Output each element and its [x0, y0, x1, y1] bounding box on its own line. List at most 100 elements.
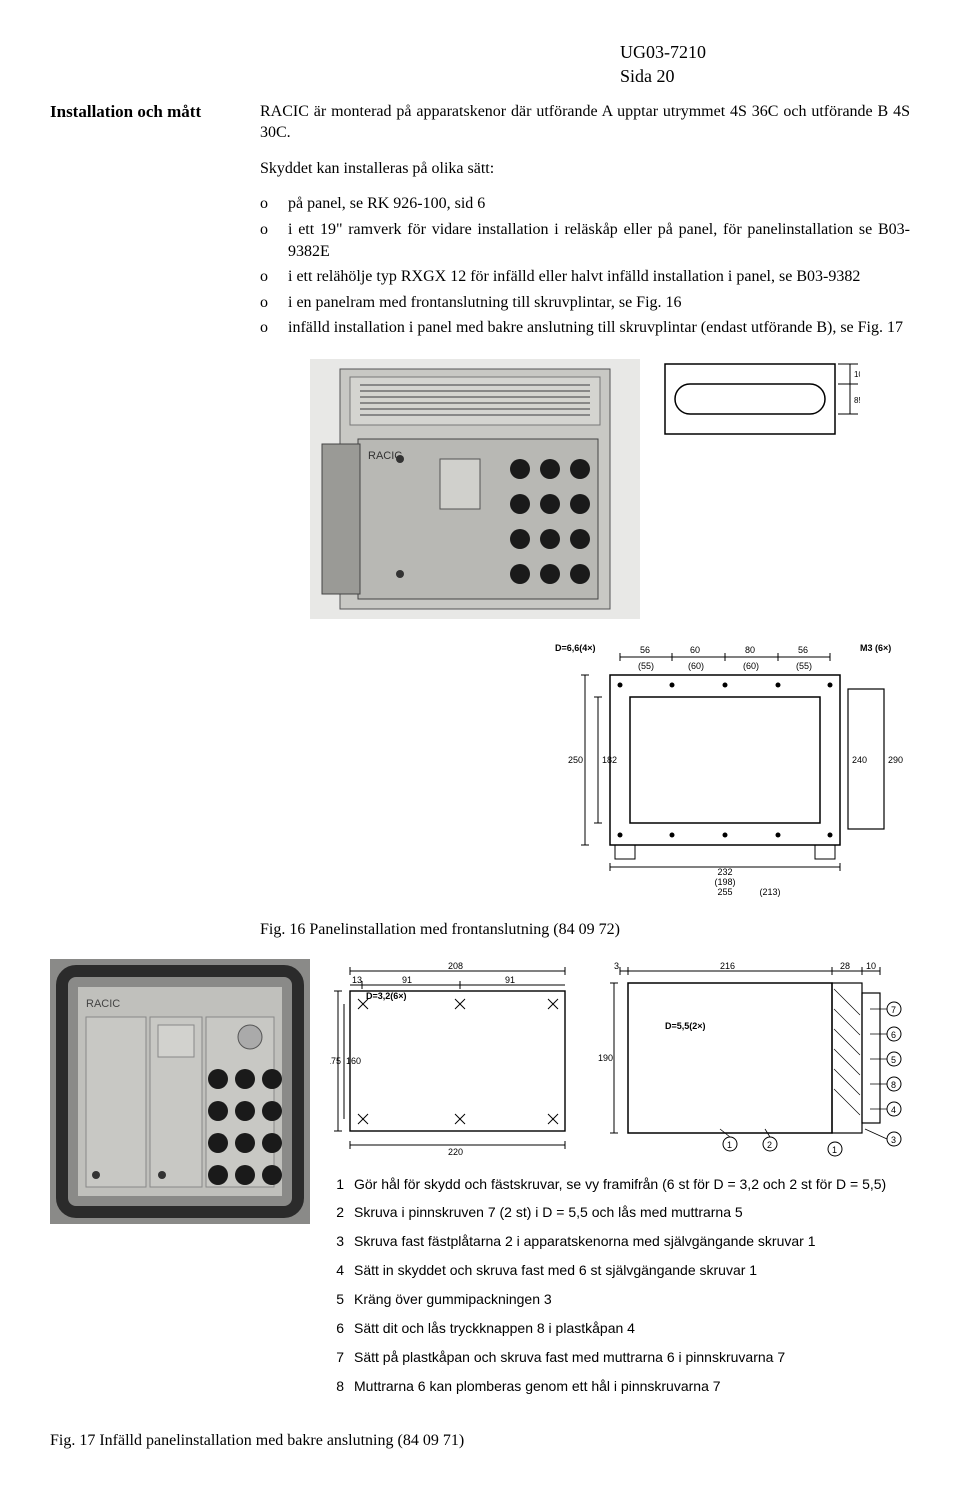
svg-text:56: 56	[640, 645, 650, 655]
step-text: Sätt dit och lås tryckknappen 8 i plastk…	[354, 1319, 910, 1338]
svg-text:D=5,5(2×): D=5,5(2×)	[665, 1021, 706, 1031]
list-item-text: på panel, se RK 926-100, sid 6	[288, 193, 910, 215]
doc-header: UG03-7210 Sida 20	[620, 40, 910, 89]
step-number: 7	[330, 1348, 344, 1367]
list-item-text: i en panelram med frontanslutning till s…	[288, 292, 910, 314]
step-item: 2 Skruva i pinnskruven 7 (2 st) i D = 5,5…	[330, 1203, 910, 1222]
list-item: o i en panelram med frontanslutning till …	[260, 292, 910, 314]
list-item-text: i ett 19" ramverk för vidare installatio…	[288, 219, 910, 262]
svg-text:175: 175	[330, 1056, 341, 1066]
steps-list: 1 Gör hål för skydd och fästskruvar, se v…	[330, 1175, 910, 1396]
fig16-photo: RACIC	[310, 359, 640, 619]
list-item-text: infälld installation i panel med bakre a…	[288, 317, 910, 339]
svg-text:3: 3	[614, 961, 619, 971]
fig16-row1: RACIC 105 85	[260, 359, 910, 619]
svg-text:290: 290	[888, 755, 903, 765]
list-item: o på panel, se RK 926-100, sid 6	[260, 193, 910, 215]
svg-text:250: 250	[568, 755, 583, 765]
doc-number: UG03-7210	[620, 40, 910, 64]
svg-text:5: 5	[891, 1055, 896, 1065]
svg-text:RACIC: RACIC	[86, 998, 120, 1010]
list-item: o infälld installation i panel med bakre …	[260, 317, 910, 339]
svg-text:85: 85	[854, 396, 860, 405]
svg-text:3: 3	[891, 1135, 896, 1145]
step-number: 1	[330, 1175, 344, 1194]
svg-text:216: 216	[720, 961, 735, 971]
step-item: 3 Skruva fast fästplåtarna 2 i apparatske…	[330, 1232, 910, 1251]
step-text: Sätt in skyddet och skruva fast med 6 st…	[354, 1261, 910, 1280]
step-number: 8	[330, 1377, 344, 1396]
bullet: o	[260, 219, 274, 262]
svg-text:80: 80	[745, 645, 755, 655]
fig16-row2: D=6,6(4×) M3 (6×) 56 60 80 56 (55) (60) …	[260, 639, 910, 899]
step-number: 2	[330, 1203, 344, 1222]
step-item: 4 Sätt in skyddet och skruva fast med 6 s…	[330, 1261, 910, 1280]
svg-text:(213): (213)	[759, 887, 780, 897]
step-item: 7 Sätt på plastkåpan och skruva fast med …	[330, 1348, 910, 1367]
list-item: o i ett relähölje typ RXGX 12 för infälld…	[260, 266, 910, 288]
bullet: o	[260, 266, 274, 288]
svg-text:160: 160	[346, 1056, 361, 1066]
svg-text:232: 232	[717, 867, 732, 877]
svg-text:13: 13	[352, 975, 362, 985]
step-text: Gör hål för skydd och fästskruvar, se vy…	[354, 1175, 910, 1194]
svg-text:56: 56	[798, 645, 808, 655]
fig17-caption: Fig. 17 Infälld panelinstallation med ba…	[50, 1430, 910, 1452]
step-text: Skruva fast fästplåtarna 2 i apparatsken…	[354, 1232, 910, 1251]
intro-paragraph: RACIC är monterad på apparatskenor där u…	[260, 101, 910, 144]
fig17-drawings: 208 13 91 91 D=3,2(6×)	[330, 959, 910, 1159]
step-text: Skruva i pinnskruven 7 (2 st) i D = 5,5 …	[354, 1203, 910, 1222]
bullet: o	[260, 292, 274, 314]
step-number: 4	[330, 1261, 344, 1280]
step-text: Kräng över gummipackningen 3	[354, 1290, 910, 1309]
page-number: Sida 20	[620, 64, 910, 88]
svg-text:6: 6	[891, 1030, 896, 1040]
svg-text:220: 220	[448, 1147, 463, 1157]
svg-text:D=3,2(6×): D=3,2(6×)	[366, 991, 407, 1001]
step-number: 3	[330, 1232, 344, 1251]
svg-text:2: 2	[767, 1140, 772, 1150]
step-text: Sätt på plastkåpan och skruva fast med m…	[354, 1348, 910, 1367]
svg-text:28: 28	[840, 961, 850, 971]
step-number: 6	[330, 1319, 344, 1338]
svg-text:105: 105	[854, 370, 860, 379]
list-item-text: i ett relähölje typ RXGX 12 för infälld …	[288, 266, 910, 288]
svg-text:240: 240	[852, 755, 867, 765]
step-item: 6 Sätt dit och lås tryckknappen 8 i plast…	[330, 1319, 910, 1338]
fig16-panel-drawing: D=6,6(4×) M3 (6×) 56 60 80 56 (55) (60) …	[550, 639, 910, 899]
svg-text:(60): (60)	[688, 661, 704, 671]
bullet: o	[260, 317, 274, 339]
svg-text:10: 10	[866, 961, 876, 971]
bullet: o	[260, 193, 274, 215]
section-label: Installation och mått	[50, 101, 230, 124]
svg-text:4: 4	[891, 1105, 896, 1115]
step-item: 8 Muttrarna 6 kan plomberas genom ett hål…	[330, 1377, 910, 1396]
step-number: 5	[330, 1290, 344, 1309]
fig16-slot-drawing: 105 85	[660, 359, 860, 449]
svg-text:(55): (55)	[796, 661, 812, 671]
svg-text:D=6,6(4×): D=6,6(4×)	[555, 643, 596, 653]
svg-text:8: 8	[891, 1080, 896, 1090]
step-item: 5 Kräng över gummipackningen 3	[330, 1290, 910, 1309]
fig17-row: RACIC 208	[50, 959, 910, 1406]
fig16-caption: Fig. 16 Panelinstallation med frontanslu…	[260, 919, 910, 941]
svg-text:(198): (198)	[714, 877, 735, 887]
step-item: 1 Gör hål för skydd och fästskruvar, se v…	[330, 1175, 910, 1194]
svg-text:255: 255	[717, 887, 732, 897]
svg-text:7: 7	[891, 1005, 896, 1015]
svg-text:182: 182	[602, 755, 617, 765]
svg-text:M3 (6×): M3 (6×)	[860, 643, 891, 653]
list-item: o i ett 19" ramverk för vidare installati…	[260, 219, 910, 262]
paragraph-2: Skyddet kan installeras på olika sätt:	[260, 158, 910, 180]
step-text: Muttrarna 6 kan plomberas genom ett hål …	[354, 1377, 910, 1396]
fig17-photo: RACIC	[50, 959, 310, 1224]
svg-text:(55): (55)	[638, 661, 654, 671]
svg-text:190: 190	[598, 1053, 613, 1063]
svg-text:1: 1	[727, 1140, 732, 1150]
options-list: o på panel, se RK 926-100, sid 6 o i ett 1…	[260, 193, 910, 339]
svg-text:60: 60	[690, 645, 700, 655]
svg-text:(60): (60)	[743, 661, 759, 671]
svg-text:91: 91	[402, 975, 412, 985]
svg-text:1: 1	[832, 1145, 837, 1155]
svg-text:91: 91	[505, 975, 515, 985]
